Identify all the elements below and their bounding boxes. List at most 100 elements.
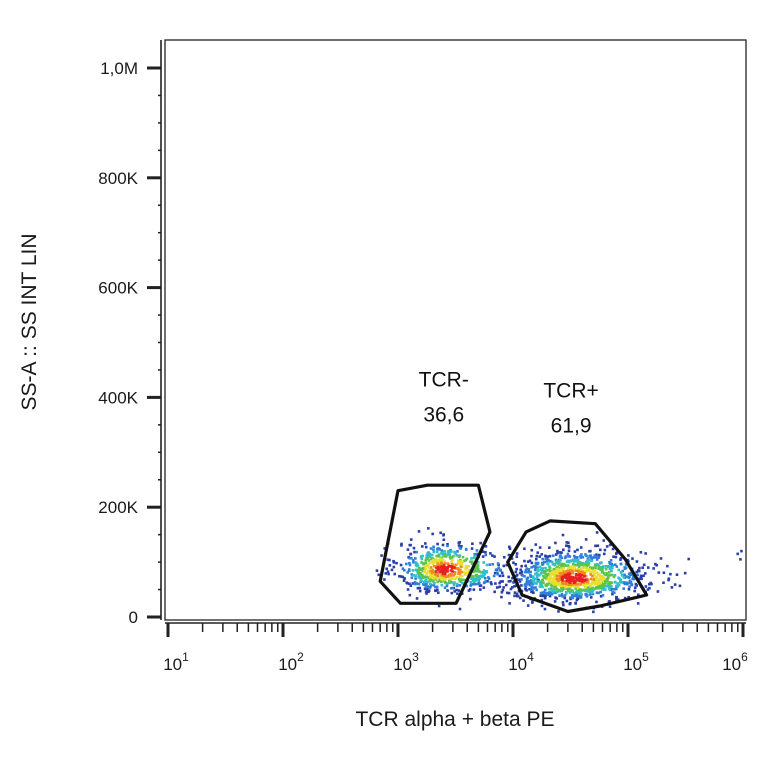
event-dot	[588, 593, 592, 596]
event-dot	[605, 545, 609, 548]
event-dot	[587, 588, 591, 592]
event-dot	[471, 575, 475, 578]
event-dot	[507, 575, 510, 579]
event-dot	[449, 569, 453, 572]
event-dot	[416, 586, 420, 590]
event-dot	[687, 557, 691, 561]
event-dot	[631, 577, 634, 581]
event-dot	[457, 589, 461, 592]
event-dot	[435, 585, 439, 589]
event-dot	[485, 571, 488, 574]
event-dot	[429, 569, 433, 573]
event-dot	[428, 566, 431, 570]
event-dot	[590, 591, 593, 594]
event-dot	[433, 575, 437, 578]
event-dot	[560, 562, 564, 566]
event-dot	[540, 584, 544, 587]
event-dot	[446, 542, 449, 546]
event-dot	[541, 578, 545, 582]
event-dot	[495, 586, 499, 589]
event-dot	[524, 582, 527, 586]
event-dot	[490, 582, 493, 586]
event-dot	[571, 571, 575, 575]
event-dot	[529, 570, 532, 574]
event-dot	[582, 583, 585, 586]
event-dot	[541, 563, 544, 566]
event-dot	[535, 588, 538, 592]
event-dot	[492, 574, 496, 578]
event-dot	[641, 566, 644, 570]
event-dot	[573, 556, 577, 559]
event-dot	[524, 570, 527, 574]
gate-tcr-neg	[378, 483, 492, 605]
event-dot	[563, 596, 567, 600]
event-dot	[475, 569, 479, 573]
event-dot	[567, 541, 570, 545]
event-dot	[683, 571, 687, 575]
event-dot	[622, 576, 626, 579]
event-dot	[428, 553, 431, 557]
event-dot	[598, 578, 601, 582]
event-dot	[446, 568, 449, 572]
event-dot	[637, 593, 640, 597]
event-dot	[624, 563, 628, 566]
event-dot	[505, 563, 508, 567]
event-dot	[453, 577, 457, 580]
event-dot	[550, 583, 553, 587]
event-dot	[465, 584, 469, 588]
event-dot	[515, 573, 519, 577]
event-dot	[518, 571, 522, 575]
event-dot	[456, 550, 459, 553]
event-dot	[511, 586, 514, 589]
event-dot	[564, 585, 568, 588]
event-dot	[538, 565, 542, 569]
event-dot	[568, 555, 572, 558]
event-dot	[450, 560, 454, 563]
event-dot	[570, 577, 573, 581]
event-dot	[424, 578, 428, 581]
event-dot	[599, 561, 603, 565]
event-dot	[473, 566, 477, 569]
event-dot	[390, 568, 394, 572]
event-dot	[455, 582, 459, 586]
event-dot	[427, 563, 430, 567]
event-dot	[574, 587, 578, 590]
event-dot	[408, 563, 412, 567]
event-dot	[573, 554, 576, 558]
event-dot	[545, 569, 548, 572]
event-dot	[424, 545, 428, 549]
event-dot	[628, 579, 632, 583]
event-dot	[599, 590, 602, 594]
event-dot	[623, 573, 626, 577]
event-dot	[584, 578, 588, 581]
event-dot	[499, 580, 503, 583]
event-dot	[507, 580, 511, 583]
event-dot	[469, 560, 472, 564]
event-dot	[587, 563, 590, 567]
event-dot	[521, 574, 524, 577]
event-dot	[597, 554, 601, 558]
event-dot	[595, 553, 598, 556]
event-dot	[568, 576, 571, 580]
event-dot	[494, 568, 498, 572]
event-dot	[455, 584, 459, 588]
event-dot	[475, 582, 479, 586]
event-dot	[535, 571, 539, 575]
event-dot	[470, 560, 474, 563]
event-dot	[593, 587, 597, 590]
event-dot	[556, 570, 560, 573]
event-dot	[584, 574, 588, 578]
event-dot	[520, 570, 524, 574]
event-dot	[627, 554, 630, 557]
event-dot	[460, 570, 464, 574]
event-dot	[591, 592, 595, 596]
event-dot	[553, 600, 557, 603]
event-dot	[398, 574, 401, 578]
event-dot	[583, 578, 586, 582]
event-dot	[554, 576, 557, 579]
event-dot	[539, 568, 543, 571]
event-dot	[444, 577, 448, 581]
event-dot	[575, 556, 579, 559]
event-dot	[522, 599, 525, 602]
event-dot	[610, 567, 613, 570]
